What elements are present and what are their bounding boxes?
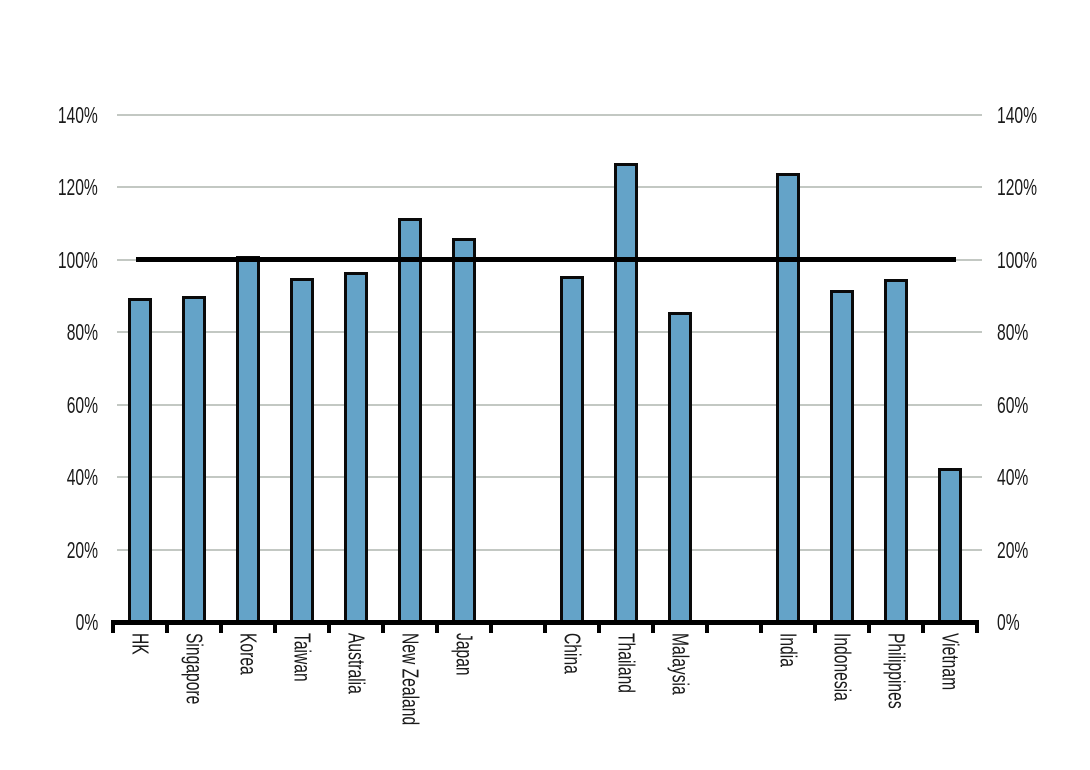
y-axis-label-text: 20%: [66, 536, 98, 563]
y-axis-label-text: 40%: [66, 464, 98, 490]
y-axis-label-text: 120%: [57, 174, 98, 200]
gridline-140%: [117, 113, 982, 116]
bar-china: [560, 275, 584, 622]
bar-australia: [344, 272, 368, 622]
x-axis-tick: [705, 620, 709, 633]
y-axis-label-text: 100%: [57, 246, 98, 273]
x-axis-tick: [813, 620, 817, 633]
y-axis-label-text: 80%: [66, 319, 98, 345]
y-axis-label-left: 80%: [0, 320, 98, 344]
y-axis-label-right: 100%: [997, 248, 1090, 272]
y-axis-label-text: 60%: [997, 391, 1029, 418]
x-axis-label-thailand: Thailand: [613, 633, 640, 693]
y-axis-label-right: 20%: [997, 538, 1090, 562]
y-axis-label-text: 20%: [997, 536, 1029, 563]
x-axis-label-indonesia: Indonesia: [829, 633, 856, 701]
bar-taiwan: [290, 277, 314, 622]
bar-korea: [236, 255, 260, 622]
y-axis-label-text: 100%: [997, 246, 1038, 273]
reference-line-100pct: [136, 257, 956, 262]
x-axis-tick: [759, 620, 763, 633]
y-axis-label-text: 120%: [997, 174, 1038, 200]
x-axis-label-korea: Korea: [235, 633, 262, 675]
y-axis-label-left: 120%: [0, 175, 98, 199]
y-axis-label-right: 140%: [997, 103, 1090, 127]
x-axis-tick: [435, 620, 439, 633]
bar-hk: [128, 297, 152, 622]
x-axis-tick: [165, 620, 169, 633]
x-axis-tick: [327, 620, 331, 633]
bar-thailand: [614, 163, 638, 622]
x-axis-label-taiwan: Taiwan: [289, 633, 316, 682]
x-axis-label-japan: Japan: [451, 633, 478, 676]
y-axis-label-text: 0%: [75, 609, 98, 635]
y-axis-label-right: 120%: [997, 175, 1090, 199]
bar-new-zealand: [398, 217, 422, 622]
x-axis-tick: [489, 620, 493, 633]
bar-vietnam: [938, 467, 962, 622]
x-axis-label-australia: Australia: [343, 633, 370, 694]
bar-malaysia: [668, 312, 692, 622]
x-axis-tick: [381, 620, 385, 633]
gridline-60%: [117, 403, 982, 406]
gridline-80%: [117, 331, 982, 333]
gridline-40%: [117, 476, 982, 478]
y-axis-label-left: 100%: [0, 248, 98, 272]
y-axis-label-left: 60%: [0, 393, 98, 417]
x-axis-label-hk: HK: [127, 633, 154, 655]
y-axis-label-text: 0%: [997, 609, 1020, 635]
bar-japan: [452, 237, 476, 622]
y-axis-label-text: 140%: [57, 101, 98, 128]
y-axis-label-text: 80%: [997, 319, 1029, 345]
x-axis-tick: [921, 620, 925, 633]
x-axis-label-philippines: Philippines: [883, 633, 910, 709]
x-axis-label-new-zealand: New Zealand: [397, 633, 424, 726]
y-axis-label-text: 140%: [997, 101, 1038, 128]
x-axis-label-vietnam: Vietnam: [937, 633, 964, 691]
bar-india: [776, 172, 800, 622]
x-axis-tick: [597, 620, 601, 633]
y-axis-label-left: 40%: [0, 465, 98, 489]
x-axis-tick: [651, 620, 655, 633]
y-axis-label-left: 0%: [0, 610, 98, 634]
y-axis-label-text: 60%: [66, 391, 98, 418]
y-axis-label-left: 140%: [0, 103, 98, 127]
x-axis-label-singapore: Singapore: [181, 633, 208, 705]
x-axis-label-india: India: [775, 633, 802, 667]
bar-indonesia: [830, 290, 854, 622]
bar-singapore: [182, 295, 206, 622]
y-axis-label-right: 40%: [997, 465, 1090, 489]
x-axis-tick: [111, 620, 115, 633]
x-axis-tick: [273, 620, 277, 633]
x-axis-tick: [219, 620, 223, 633]
x-axis-label-malaysia: Malaysia: [667, 633, 694, 695]
y-axis-label-right: 60%: [997, 393, 1090, 417]
x-axis-label-china: China: [559, 633, 586, 674]
y-axis-label-right: 80%: [997, 320, 1090, 344]
y-axis-label-left: 20%: [0, 538, 98, 562]
gridline-20%: [117, 548, 982, 551]
x-axis-tick: [975, 620, 979, 633]
y-axis-label-text: 40%: [997, 464, 1029, 490]
y-axis-label-right: 0%: [997, 610, 1090, 634]
x-axis-tick: [867, 620, 871, 633]
x-axis-tick: [543, 620, 547, 633]
bar-philippines: [884, 279, 908, 622]
gridline-120%: [117, 186, 982, 188]
